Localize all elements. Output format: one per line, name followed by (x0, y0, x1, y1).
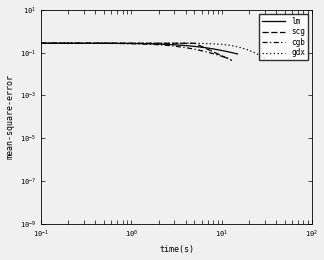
cgb (227, 57, 231, 60)
Line: scg: scg (41, 43, 232, 61)
cgb (39, 42, 43, 45)
scg (211, 50, 215, 53)
cgb (112, 42, 116, 45)
gdx (39, 42, 43, 45)
cgb (110, 42, 114, 45)
scg (228, 58, 232, 61)
lm (161, 43, 165, 46)
lm (102, 42, 106, 45)
gdx (202, 42, 206, 45)
Y-axis label: mean-square-error: mean-square-error (6, 74, 15, 159)
gdx (183, 42, 187, 45)
lm (72, 42, 76, 45)
Line: gdx: gdx (41, 43, 265, 58)
cgb (131, 42, 134, 45)
scg (230, 59, 234, 62)
gdx (263, 56, 267, 60)
Line: lm: lm (41, 43, 237, 54)
gdx (160, 42, 164, 45)
lm (228, 51, 232, 54)
scg (39, 42, 43, 45)
lm (74, 42, 78, 45)
gdx (124, 42, 128, 45)
gdx (201, 42, 204, 45)
gdx (201, 42, 205, 45)
Legend: lm, scg, cgb, gdx: lm, scg, cgb, gdx (259, 14, 308, 61)
scg (222, 55, 226, 58)
cgb (208, 51, 212, 54)
lm (236, 53, 239, 56)
scg (128, 42, 132, 45)
scg (120, 42, 124, 45)
X-axis label: time(s): time(s) (159, 245, 194, 255)
Line: cgb: cgb (41, 43, 229, 58)
cgb (105, 42, 109, 45)
lm (216, 48, 220, 51)
cgb (187, 47, 191, 50)
scg (128, 42, 132, 45)
lm (39, 42, 43, 45)
